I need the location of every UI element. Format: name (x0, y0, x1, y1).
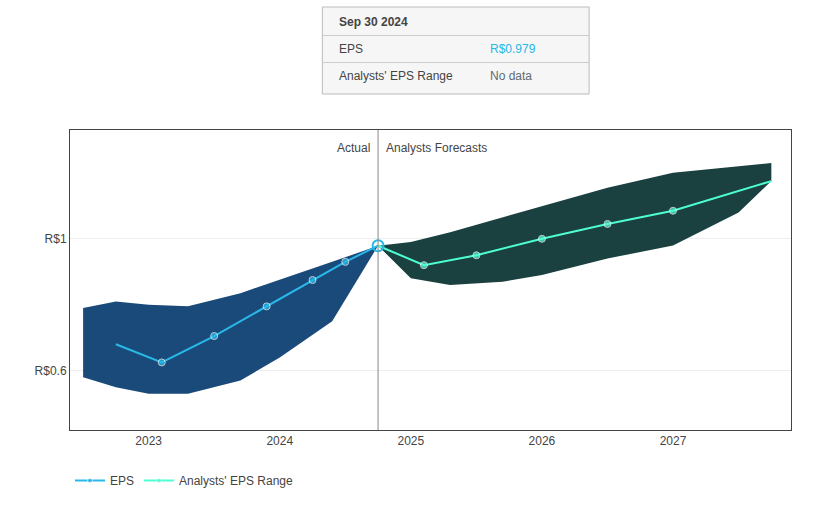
svg-text:R$0.979: R$0.979 (490, 42, 536, 56)
svg-text:EPS: EPS (110, 474, 134, 488)
svg-text:R$1: R$1 (45, 232, 67, 246)
svg-text:2026: 2026 (529, 434, 556, 448)
svg-text:Sep 30 2024: Sep 30 2024 (339, 15, 408, 29)
svg-text:EPS: EPS (339, 42, 363, 56)
svg-text:2025: 2025 (397, 434, 424, 448)
svg-text:Analysts' EPS Range: Analysts' EPS Range (339, 69, 453, 83)
svg-text:Actual: Actual (337, 141, 370, 155)
svg-text:Analysts Forecasts: Analysts Forecasts (386, 141, 487, 155)
svg-text:Analysts' EPS Range: Analysts' EPS Range (179, 474, 293, 488)
svg-text:No data: No data (490, 69, 532, 83)
svg-text:R$0.6: R$0.6 (35, 364, 67, 378)
svg-text:2023: 2023 (135, 434, 162, 448)
svg-text:2024: 2024 (266, 434, 293, 448)
svg-text:2027: 2027 (660, 434, 687, 448)
